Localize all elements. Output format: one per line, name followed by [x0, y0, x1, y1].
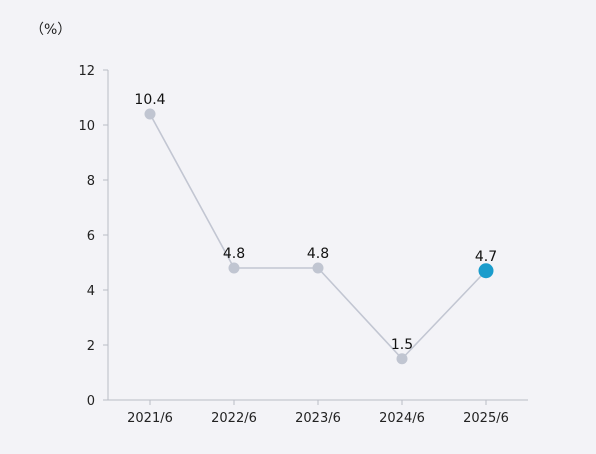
y-unit-label: （%）	[30, 22, 71, 38]
data-point	[228, 262, 240, 274]
x-tick-label: 2024/6	[379, 411, 425, 426]
x-tick-group: 2021/6 2022/6 2023/6 2024/6 2025/6	[127, 400, 509, 426]
y-tick-label: 10	[78, 119, 95, 134]
data-label: 1.5	[391, 337, 413, 353]
data-label-group: 10.4 4.8 4.8 1.5 4.7	[134, 92, 497, 353]
x-tick-label: 2021/6	[127, 411, 173, 426]
x-tick-label: 2022/6	[211, 411, 257, 426]
y-tick-label: 4	[87, 284, 95, 299]
data-label: 4.8	[307, 246, 329, 262]
y-tick-label: 8	[87, 174, 95, 189]
series-group	[144, 108, 494, 365]
data-point	[396, 353, 408, 365]
y-tick-label: 0	[87, 394, 95, 409]
y-tick-group: 0 2 4 6 8 10 12	[78, 64, 108, 409]
y-tick-label: 12	[78, 64, 95, 79]
data-point-highlight	[478, 263, 494, 279]
y-tick-label: 6	[87, 229, 95, 244]
data-point	[144, 108, 156, 120]
data-point	[312, 262, 324, 274]
y-tick-label: 2	[87, 339, 95, 354]
series-line	[149, 113, 487, 360]
data-label: 4.7	[475, 249, 497, 265]
data-label: 10.4	[134, 92, 165, 108]
x-tick-label: 2025/6	[463, 411, 509, 426]
x-tick-label: 2023/6	[295, 411, 341, 426]
data-label: 4.8	[223, 246, 245, 262]
